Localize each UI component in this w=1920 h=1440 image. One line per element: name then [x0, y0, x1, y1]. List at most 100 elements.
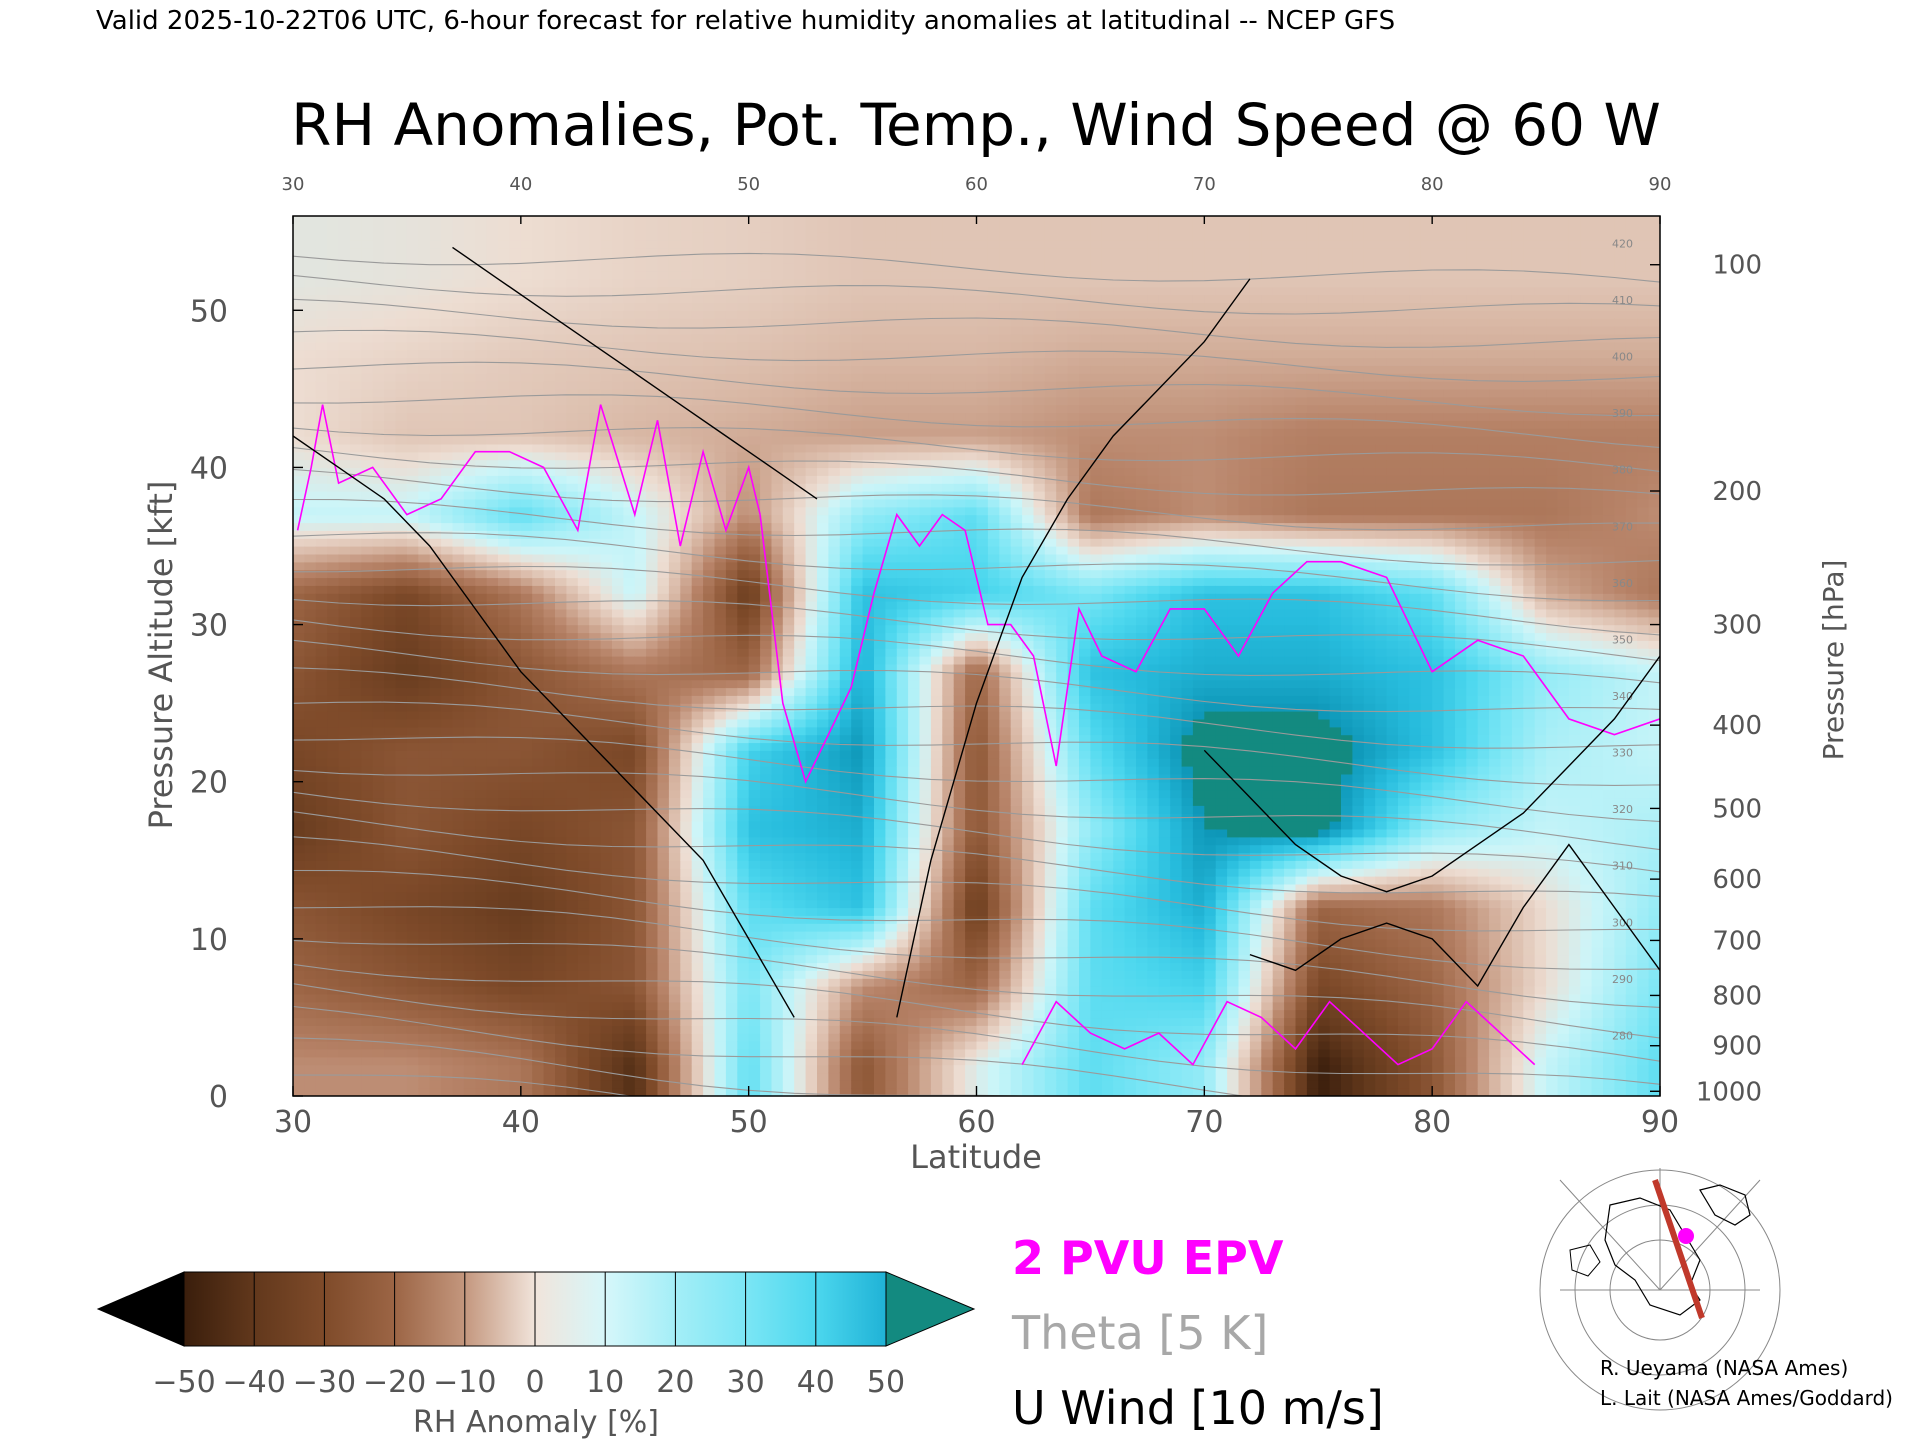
heat-cell	[771, 813, 784, 822]
heat-cell	[725, 451, 738, 461]
heat-cell	[725, 703, 738, 712]
heat-cell	[543, 443, 556, 453]
heat-cell	[646, 758, 659, 767]
heat-cell	[327, 1009, 340, 1019]
heat-cell	[657, 986, 670, 995]
heat-cell	[725, 388, 738, 398]
heat-cell	[589, 286, 602, 296]
heat-cell	[589, 546, 602, 555]
heat-cell	[634, 546, 647, 555]
heat-cell	[361, 302, 374, 311]
heat-cell	[634, 915, 647, 924]
heat-cell	[725, 915, 738, 924]
heat-cell	[760, 1009, 773, 1019]
heat-cell	[520, 836, 533, 846]
heat-cell	[543, 750, 556, 759]
heat-cell	[509, 970, 522, 979]
heat-cell	[782, 679, 795, 689]
heat-cell	[350, 216, 362, 225]
heat-cell	[498, 883, 510, 893]
heat-cell	[418, 538, 431, 547]
heat-cell	[338, 993, 351, 1003]
heat-cell	[372, 333, 385, 343]
heat-cell	[771, 412, 784, 421]
heat-cell	[293, 341, 305, 351]
heat-cell	[532, 373, 545, 382]
heat-cell	[498, 286, 510, 296]
heat-cell	[429, 1025, 442, 1034]
heat-cell	[361, 671, 374, 681]
heat-cell	[589, 593, 602, 602]
heat-cell	[418, 271, 431, 280]
heat-cell	[691, 663, 704, 673]
heat-cell	[441, 813, 454, 822]
heat-cell	[509, 263, 522, 272]
heat-cell	[543, 436, 556, 445]
heat-cell	[680, 954, 693, 964]
heat-cell	[498, 318, 510, 327]
heat-cell	[634, 420, 647, 429]
heat-cell	[372, 671, 385, 681]
heat-cell	[714, 750, 727, 759]
heat-cell	[543, 491, 556, 500]
heat-cell	[441, 428, 454, 437]
heat-cell	[350, 1080, 362, 1089]
heat-cell	[680, 805, 693, 814]
heat-cell	[475, 451, 488, 461]
heat-cell	[646, 593, 659, 602]
heat-cell	[566, 970, 579, 979]
heat-cell	[577, 239, 590, 249]
heat-cell	[463, 514, 476, 524]
heat-cell	[429, 687, 442, 696]
heat-cell	[612, 813, 624, 822]
heat-cell	[725, 986, 738, 995]
heat-cell	[703, 844, 716, 854]
heat-cell	[543, 852, 556, 861]
heat-cell	[782, 836, 795, 846]
heat-cell	[293, 491, 305, 500]
heat-cell	[737, 1017, 750, 1026]
heat-cell	[543, 498, 556, 508]
heat-cell	[737, 726, 750, 736]
heat-cell	[475, 915, 488, 924]
heat-cell	[350, 923, 362, 932]
heat-cell	[680, 766, 693, 775]
heat-cell	[304, 656, 317, 665]
heat-cell	[441, 844, 454, 854]
heat-cell	[441, 498, 454, 508]
heat-cell	[395, 231, 408, 241]
heat-cell	[498, 546, 510, 555]
heat-cell	[748, 938, 761, 948]
heat-cell	[361, 216, 374, 225]
heat-cell	[646, 726, 659, 736]
heat-cell	[543, 648, 556, 657]
heat-cell	[520, 781, 533, 791]
heat-cell	[338, 608, 351, 618]
heat-cell	[475, 938, 488, 948]
heat-cell	[509, 608, 522, 618]
heat-cell	[748, 404, 761, 414]
heat-cell	[623, 1025, 636, 1034]
heat-cell	[612, 326, 624, 335]
heat-cell	[406, 734, 419, 744]
heat-cell	[395, 373, 408, 382]
heat-cell	[748, 271, 761, 280]
heat-cell	[350, 506, 362, 516]
heat-cell	[725, 1001, 738, 1011]
heat-cell	[782, 491, 795, 500]
heat-cell	[384, 475, 397, 484]
heat-cell	[395, 491, 408, 500]
heat-cell	[406, 915, 419, 924]
heat-cell	[475, 404, 488, 414]
heat-cell	[691, 231, 704, 241]
heat-cell	[429, 318, 442, 327]
heat-cell	[304, 396, 317, 406]
heat-cell	[293, 247, 305, 256]
heat-cell	[543, 946, 556, 956]
heat-cell	[771, 302, 784, 311]
heat-cell	[361, 805, 374, 814]
heat-cell	[441, 396, 454, 406]
heat-cell	[418, 671, 431, 681]
heat-cell	[406, 593, 419, 602]
heat-cell	[532, 860, 545, 869]
